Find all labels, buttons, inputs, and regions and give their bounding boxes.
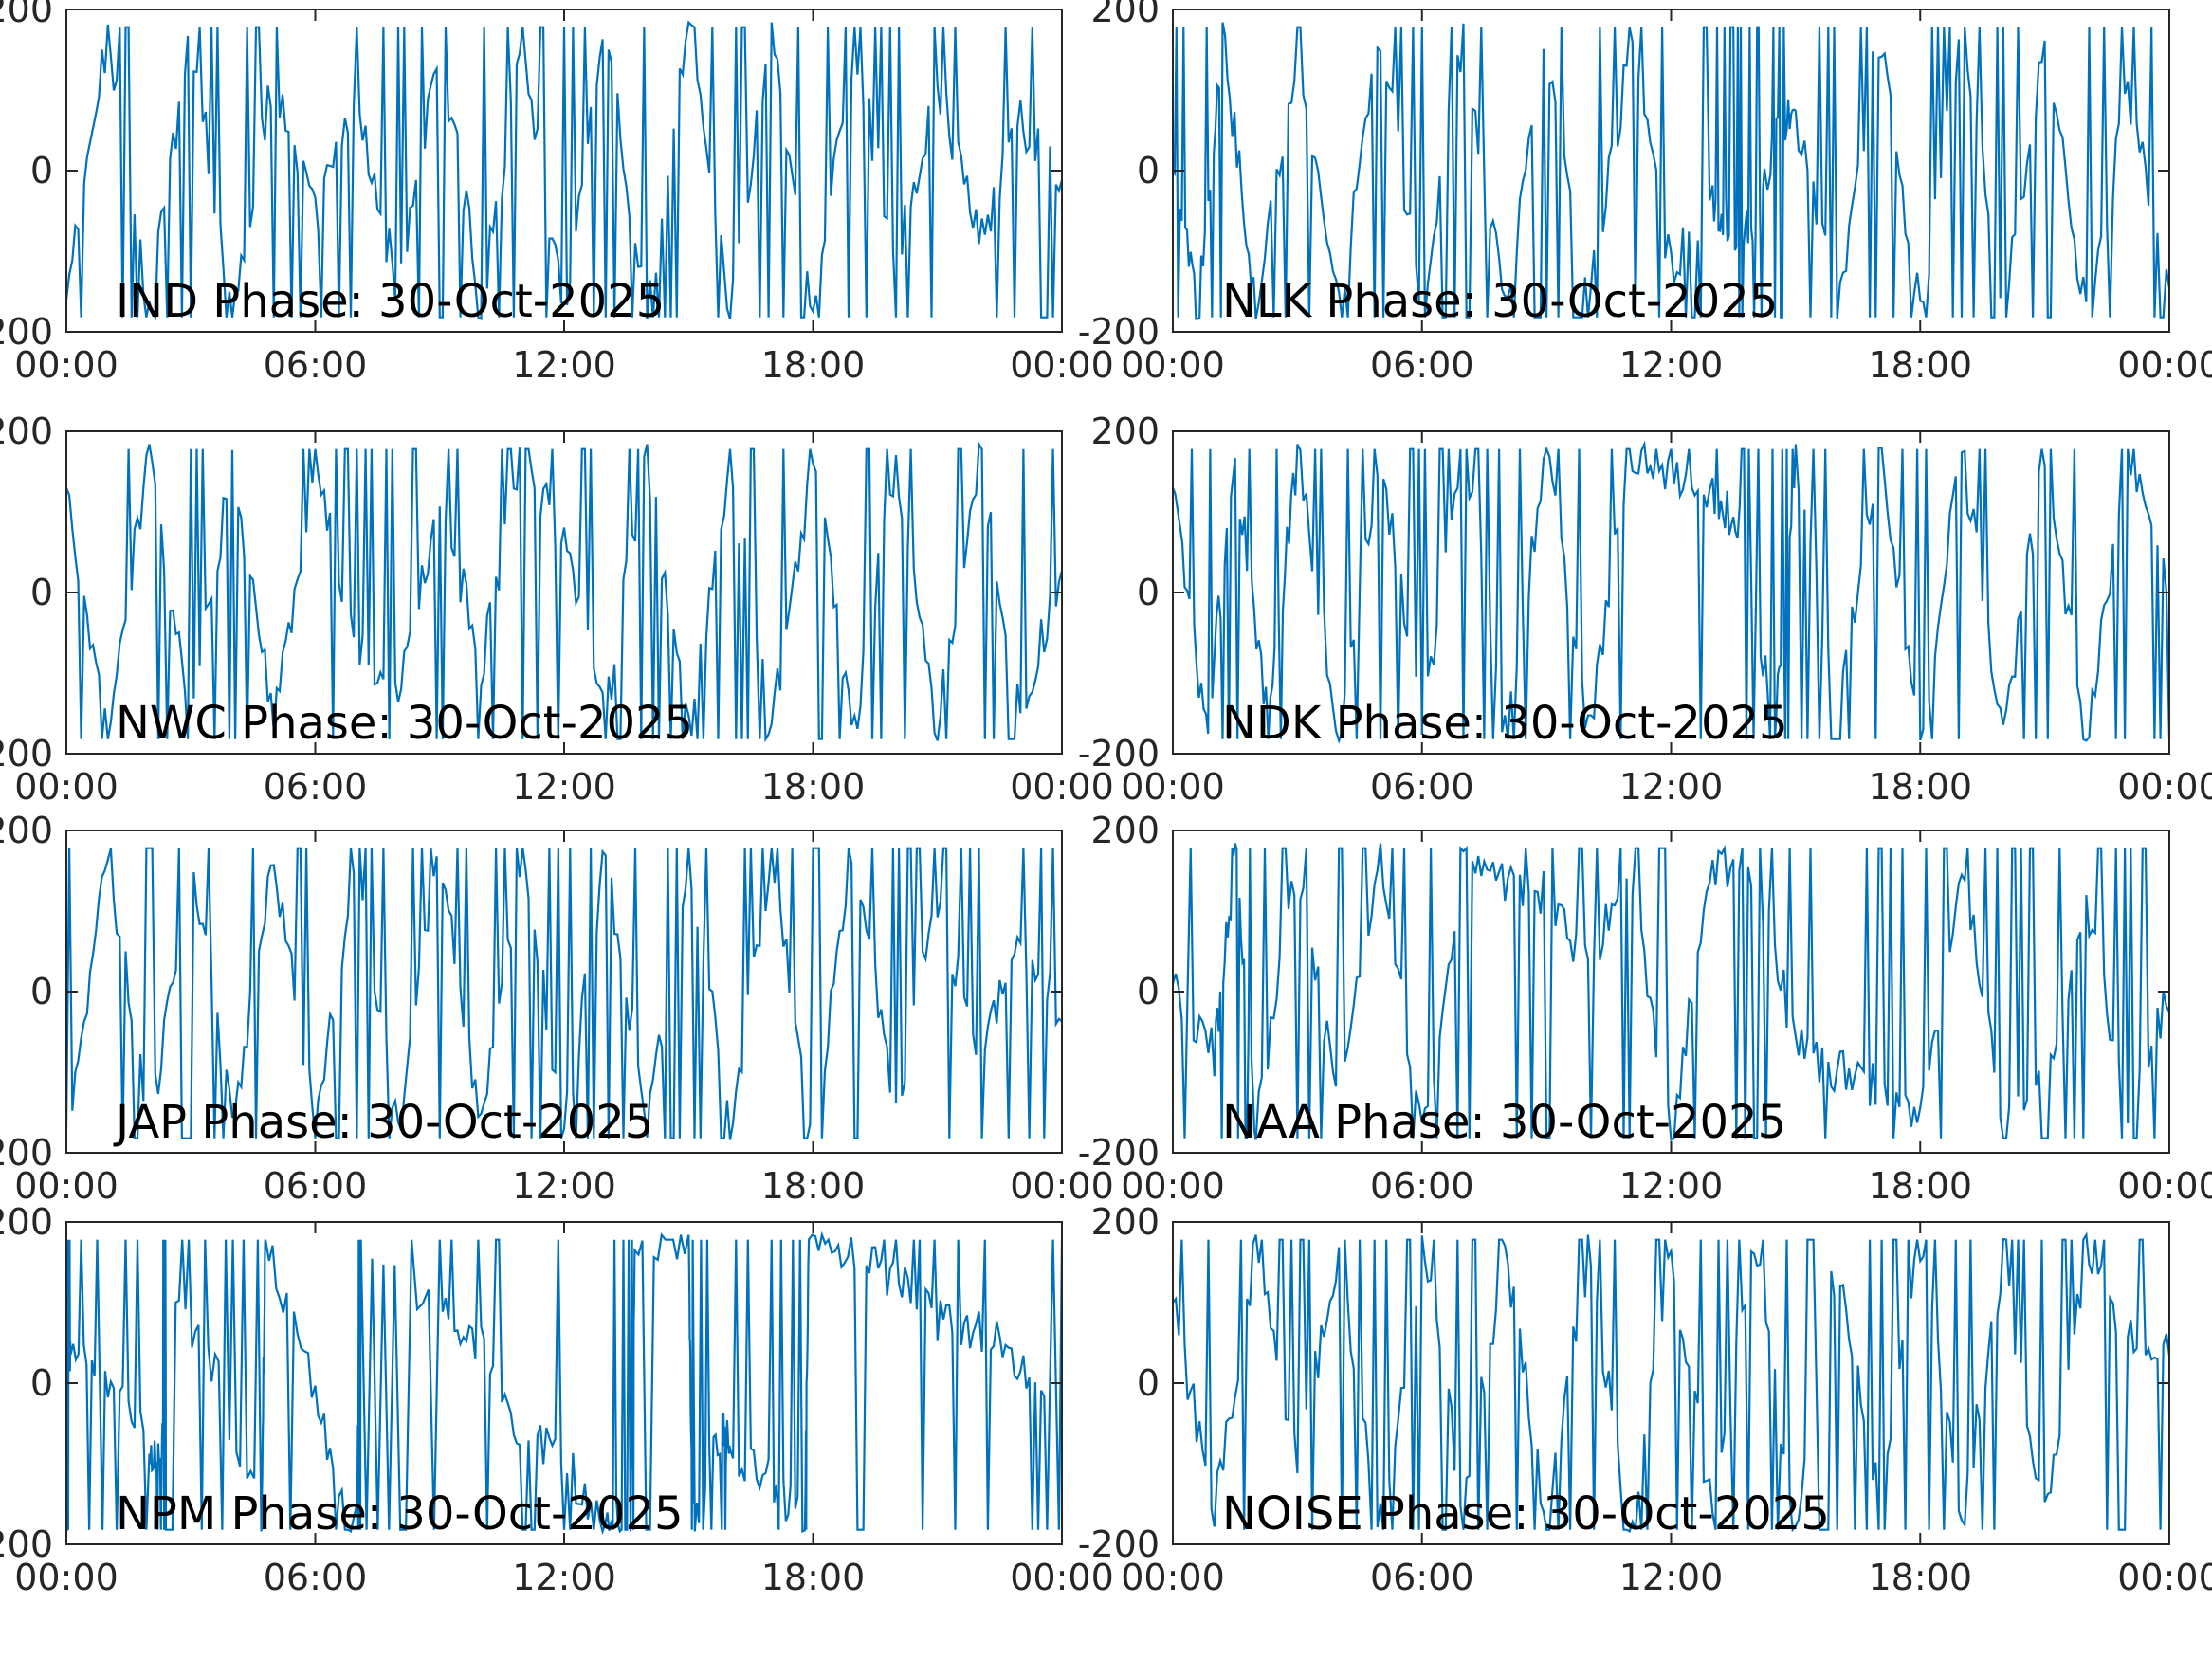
x-tick-label: 00:00 [2117,344,2212,386]
y-tick-label: 200 [1090,1201,1160,1243]
x-tick-label: 00:00 [1121,766,1225,808]
series-line [66,20,1062,321]
series-line [1173,440,2169,744]
y-tick-label: 200 [0,810,53,851]
x-tick-label: 12:00 [1619,1557,1724,1598]
x-tick-label: 00:00 [2117,1165,2212,1207]
x-tick-label: 12:00 [512,766,616,808]
y-tick-label: 0 [30,971,53,1012]
x-tick-label: 06:00 [264,766,368,808]
x-tick-label: 18:00 [1868,344,1972,386]
station-annotation: NOISE Phase: 30-Oct-2025 [1222,1487,1830,1540]
x-tick-label: 00:00 [1121,1165,1225,1207]
x-tick-label: 06:00 [1370,766,1474,808]
x-tick-label: 06:00 [264,1165,368,1207]
x-tick-label: 00:00 [14,766,119,808]
x-tick-label: 12:00 [1619,344,1724,386]
station-annotation: NWC Phase: 30-Oct-2025 [116,697,693,750]
y-tick-label: 200 [1090,410,1160,452]
y-tick-label: 200 [0,410,53,452]
x-tick-label: 00:00 [1121,1557,1225,1598]
x-tick-label: 00:00 [1121,344,1225,386]
y-tick-label: 200 [1090,0,1160,30]
x-tick-label: 00:00 [14,1165,119,1207]
series-line [66,847,1062,1140]
y-tick-label: -200 [0,311,53,353]
x-tick-label: 06:00 [1370,1165,1474,1207]
x-tick-label: 00:00 [1010,1165,1114,1207]
y-tick-label: 0 [30,572,53,613]
y-tick-label: 0 [1137,1362,1160,1404]
y-tick-label: -200 [1078,1523,1160,1565]
y-tick-label: 0 [1137,150,1160,191]
x-tick-label: 18:00 [761,1165,866,1207]
station-annotation: NDK Phase: 30-Oct-2025 [1222,697,1788,750]
series-line [66,1231,1062,1536]
y-tick-label: 0 [30,150,53,191]
y-tick-label: 0 [1137,971,1160,1012]
x-tick-label: 06:00 [1370,1557,1474,1598]
x-tick-label: 12:00 [1619,766,1724,808]
x-tick-label: 00:00 [1010,1557,1114,1598]
x-tick-label: 12:00 [1619,1165,1724,1207]
x-tick-label: 06:00 [264,344,368,386]
y-tick-label: 0 [1137,572,1160,613]
series-line [1173,22,2169,320]
x-tick-label: 06:00 [264,1557,368,1598]
y-tick-label: -200 [1078,1132,1160,1174]
x-tick-label: 18:00 [1868,766,1972,808]
plot-area [1173,431,2169,754]
series-line [66,441,1062,743]
x-tick-label: 12:00 [512,1165,616,1207]
series-line [1173,843,2169,1142]
y-tick-label: 200 [0,1201,53,1243]
x-tick-label: 18:00 [1868,1557,1972,1598]
station-annotation: NAA Phase: 30-Oct-2025 [1222,1096,1786,1149]
x-tick-label: 06:00 [1370,344,1474,386]
x-tick-label: 18:00 [761,344,866,386]
x-tick-label: 00:00 [14,344,119,386]
y-tick-label: -200 [1078,311,1160,353]
x-tick-label: 00:00 [14,1557,119,1598]
x-tick-label: 00:00 [1010,344,1114,386]
y-tick-label: -200 [0,1523,53,1565]
y-tick-label: 200 [1090,810,1160,851]
x-tick-label: 18:00 [761,766,866,808]
y-tick-label: 0 [30,1362,53,1404]
station-annotation: NLK Phase: 30-Oct-2025 [1222,275,1778,328]
station-annotation: NPM Phase: 30-Oct-2025 [116,1487,683,1540]
y-tick-label: 200 [0,0,53,30]
y-tick-label: -200 [1078,733,1160,775]
x-tick-label: 00:00 [2117,1557,2212,1598]
series-line [1173,1231,2169,1534]
y-tick-label: -200 [0,733,53,775]
x-tick-label: 18:00 [761,1557,866,1598]
x-tick-label: 00:00 [1010,766,1114,808]
station-annotation: JAP Phase: 30-Oct-2025 [113,1096,653,1149]
station-annotation: IND Phase: 30-Oct-2025 [116,275,665,328]
x-tick-label: 12:00 [512,344,616,386]
x-tick-label: 00:00 [2117,766,2212,808]
x-tick-label: 12:00 [512,1557,616,1598]
x-tick-label: 18:00 [1868,1165,1972,1207]
y-tick-label: -200 [0,1132,53,1174]
